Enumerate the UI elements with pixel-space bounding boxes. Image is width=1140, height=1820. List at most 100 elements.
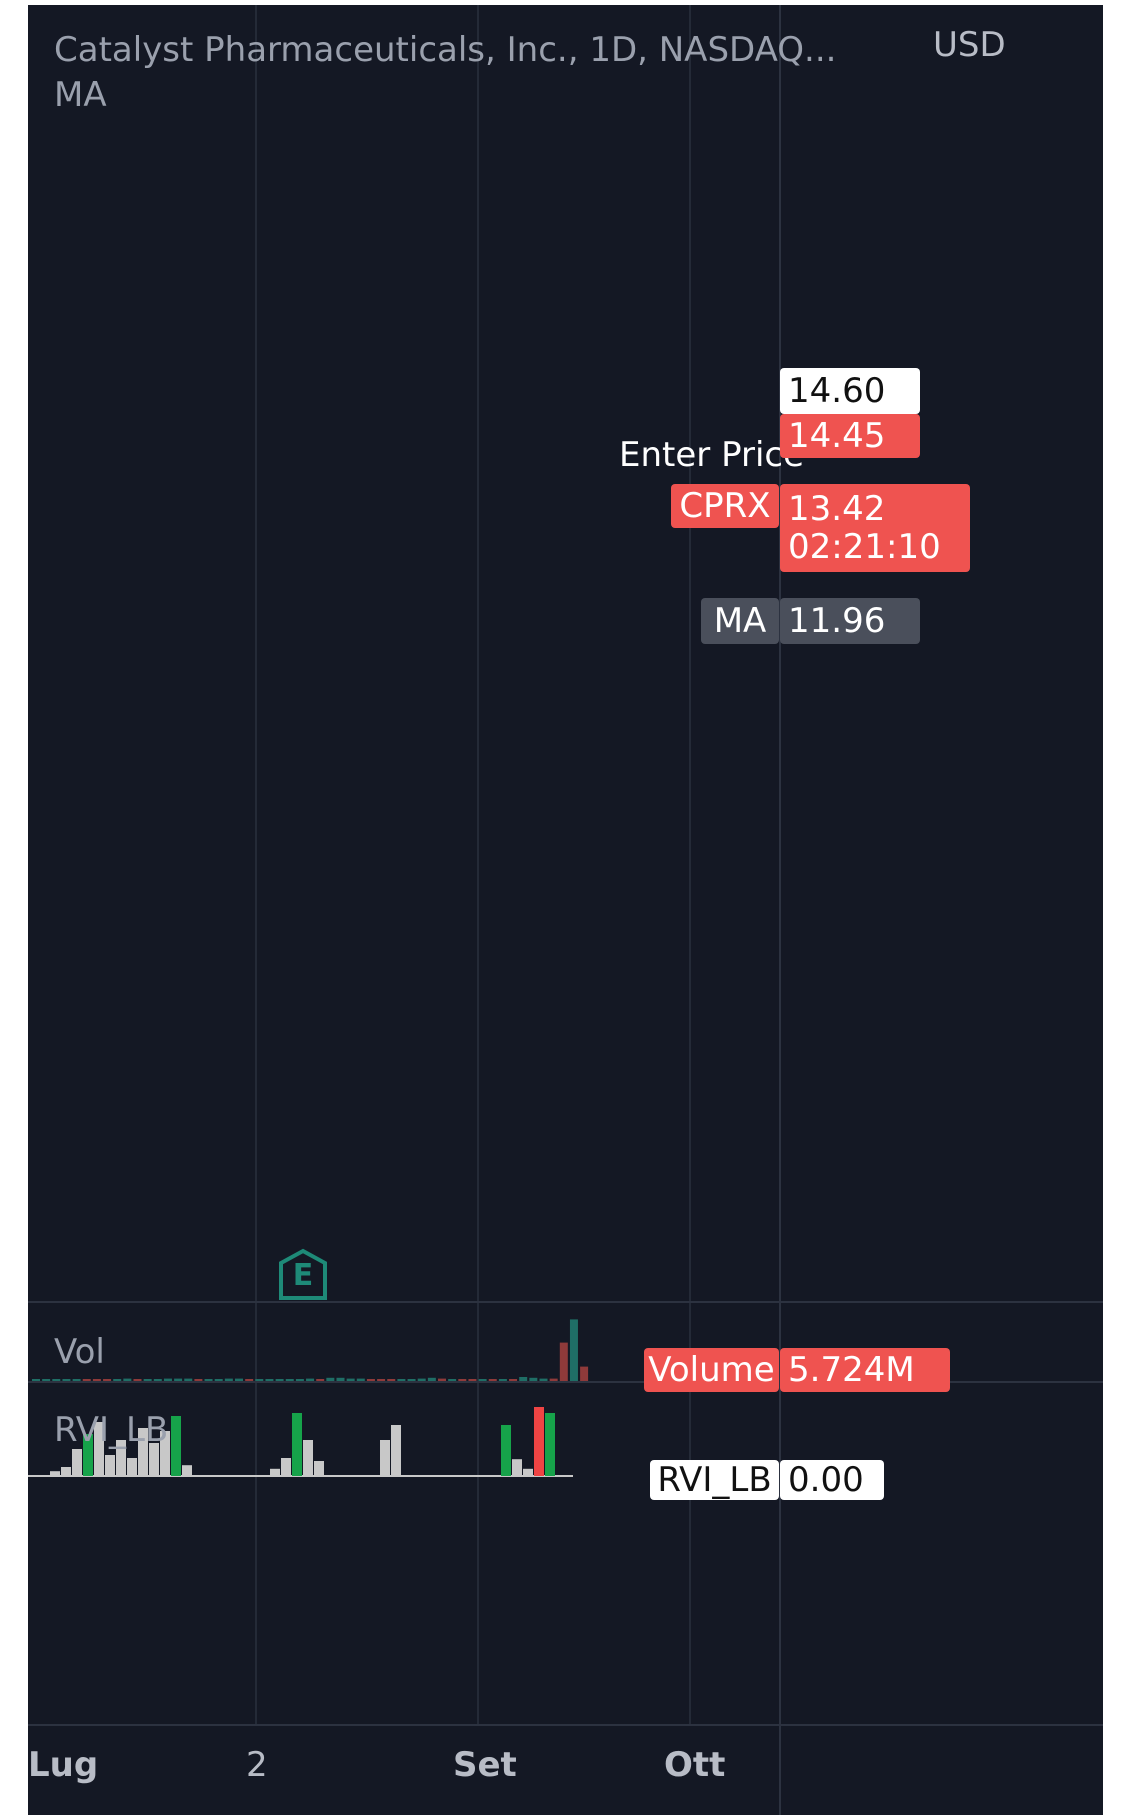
ma-tag-label: MA (701, 598, 779, 644)
volume-pane-label: Vol (54, 1332, 105, 1372)
rvi-bar (501, 1425, 511, 1476)
volume-bar (316, 1379, 325, 1381)
volume-bar (265, 1379, 274, 1381)
volume-bar (559, 1342, 568, 1381)
volume-bar (103, 1379, 112, 1381)
volume-bar (174, 1378, 183, 1381)
time-label-ott: Ott (664, 1745, 726, 1785)
volume-bar (366, 1379, 375, 1381)
rvi-bar (138, 1428, 148, 1476)
rvi-bar (160, 1431, 170, 1476)
rvi-bar (314, 1461, 324, 1476)
rvi-pane-label: RVI_LB (54, 1410, 169, 1450)
volume-bar (397, 1379, 406, 1381)
chart-title: Catalyst Pharmaceuticals, Inc., 1D, NASD… (54, 30, 837, 70)
volume-bar (163, 1378, 172, 1381)
rvi-bar (116, 1440, 126, 1476)
volume-bar (42, 1379, 51, 1381)
rvi-bar (534, 1407, 544, 1476)
volume-bar (448, 1379, 457, 1381)
rvi-bar (61, 1467, 71, 1476)
volume-bar (82, 1379, 91, 1381)
earnings-marker-icon[interactable]: E (276, 1248, 330, 1302)
volume-bar (184, 1378, 193, 1381)
volume-bar (52, 1379, 61, 1381)
rvi-bar (105, 1455, 115, 1476)
rvi-bar (545, 1413, 555, 1476)
volume-bar (498, 1379, 507, 1381)
volume-bar (346, 1378, 355, 1381)
rvi-bar (303, 1440, 313, 1476)
volume-bar (458, 1379, 467, 1381)
time-label-lug: Lug (28, 1745, 99, 1785)
ma-indicator-label: MA (54, 75, 107, 115)
enter-price-upper-tag: 14.60 (780, 368, 920, 414)
rvi-bar (149, 1443, 159, 1476)
volume-bar (569, 1319, 578, 1381)
volume-tag-label: Volume (644, 1348, 779, 1392)
volume-bar (245, 1379, 254, 1381)
volume-bar (275, 1379, 284, 1381)
time-label-set: Set (453, 1745, 517, 1785)
volume-bar (580, 1366, 589, 1381)
volume-bar (539, 1378, 548, 1381)
volume-bar (336, 1377, 345, 1381)
rvi-bar (391, 1425, 401, 1476)
volume-bar (194, 1379, 203, 1381)
enter-price-label: Enter Price (619, 435, 805, 475)
volume-bar (214, 1379, 223, 1381)
symbol-tag: CPRX (671, 484, 779, 528)
volume-bar (235, 1378, 243, 1381)
volume-bar (549, 1378, 558, 1381)
rvi-bar (182, 1465, 192, 1476)
volume-bar (519, 1377, 528, 1381)
volume-bar (224, 1378, 233, 1381)
enter-price-tag: 14.45 (780, 414, 920, 458)
rvi-bar (380, 1440, 390, 1476)
rvi-bar (281, 1458, 291, 1476)
last-price-value: 13.42 (788, 489, 886, 529)
volume-bar (153, 1379, 162, 1381)
currency-label: USD (933, 25, 1006, 65)
volume-bar (478, 1379, 487, 1381)
chart-canvas[interactable] (28, 5, 1103, 1815)
ma-value-tag: 11.96 (780, 598, 920, 644)
earnings-marker-letter: E (292, 1258, 314, 1293)
volume-bar (113, 1379, 122, 1381)
volume-bar (529, 1377, 538, 1381)
rvi-bar (127, 1458, 137, 1476)
volume-bar (92, 1379, 101, 1381)
volume-bar (62, 1379, 71, 1381)
rvi-bar (50, 1471, 60, 1476)
rvi-bar (512, 1459, 522, 1476)
rvi-bar (523, 1468, 533, 1476)
rvi-bar (292, 1413, 302, 1476)
rvi-bar (83, 1434, 93, 1476)
rvi-bar (72, 1449, 82, 1476)
volume-bar (255, 1379, 264, 1381)
volume-value-tag: 5.724M (780, 1348, 950, 1392)
volume-bar (427, 1377, 436, 1381)
rvi-value-tag: 0.00 (780, 1460, 884, 1500)
volume-bar (387, 1379, 396, 1381)
rvi-tag-label: RVI_LB (650, 1460, 779, 1500)
volume-bar (285, 1379, 294, 1381)
chart-frame[interactable]: Catalyst Pharmaceuticals, Inc., 1D, NASD… (28, 5, 1103, 1815)
volume-bar (72, 1379, 81, 1381)
volume-bar (306, 1378, 315, 1381)
volume-bar (417, 1378, 426, 1381)
rvi-bar (171, 1416, 181, 1476)
volume-bar (123, 1378, 132, 1381)
volume-bar (488, 1379, 497, 1381)
volume-bar (356, 1378, 365, 1381)
volume-bar (468, 1379, 477, 1381)
volume-bar (143, 1379, 152, 1381)
volume-bar (407, 1379, 416, 1381)
volume-bar (377, 1379, 386, 1381)
last-price-tag: 13.42 02:21:10 (780, 484, 970, 572)
rvi-bar (270, 1468, 280, 1476)
volume-bar (204, 1379, 213, 1381)
price-tick-label: 6.00 (933, 5, 1009, 7)
bar-countdown: 02:21:10 (788, 527, 941, 567)
time-label-2: 2 (246, 1745, 268, 1785)
